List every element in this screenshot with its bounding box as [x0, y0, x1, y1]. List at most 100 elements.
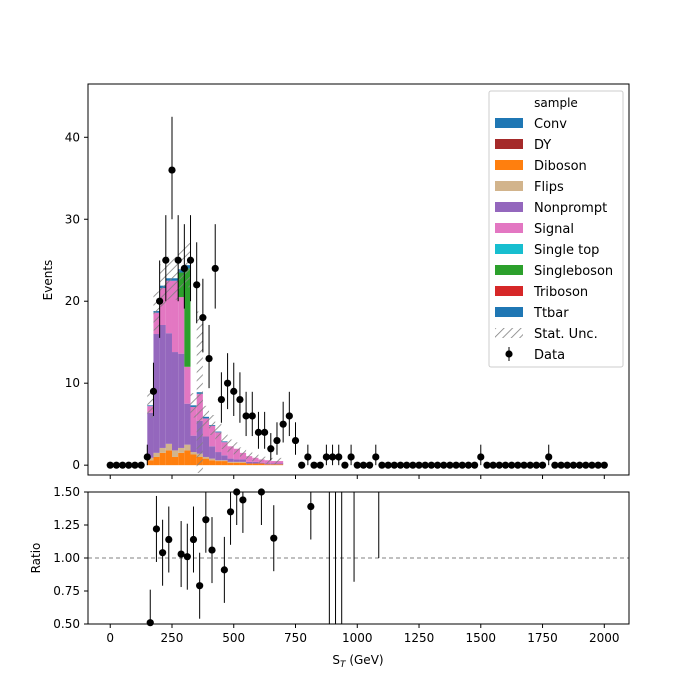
- x-tick-label: 1750: [527, 631, 558, 645]
- stat-unc-bin: [276, 457, 284, 465]
- data-point: [452, 461, 460, 469]
- stat-unc-bin: [147, 393, 154, 418]
- data-point: [291, 436, 300, 445]
- bar-signal: [171, 280, 179, 353]
- ratio-point: [270, 534, 278, 542]
- bar-nonprompt: [252, 461, 259, 464]
- legend-swatch: [495, 265, 523, 275]
- bar-nonprompt: [221, 455, 228, 461]
- data-point: [273, 436, 281, 445]
- stat-unc-bin: [252, 453, 259, 463]
- data-point: [489, 461, 497, 469]
- bar-diboson: [276, 464, 284, 466]
- bar-nonprompt: [190, 435, 197, 453]
- ratio-point: [165, 535, 173, 544]
- bar-nonprompt: [159, 324, 166, 448]
- data-point: [304, 453, 312, 461]
- legend-swatch: [495, 181, 523, 191]
- bar-diboson: [252, 463, 259, 466]
- stat-unc-bin: [184, 242, 191, 288]
- bar-diboson: [178, 452, 185, 466]
- ratio-y-tick-label: 0.75: [53, 584, 80, 598]
- data-point: [545, 453, 553, 461]
- x-tick-label: 0: [106, 631, 114, 645]
- data-point: [384, 461, 392, 469]
- legend-swatch-stat-unc: [495, 328, 523, 338]
- ratio-point: [146, 619, 154, 627]
- data-point: [131, 461, 139, 469]
- bar-nonprompt: [233, 459, 240, 462]
- data-point: [421, 461, 429, 469]
- data-point: [396, 461, 405, 469]
- data-point: [217, 395, 225, 404]
- data-point: [211, 264, 219, 273]
- data-point: [316, 461, 324, 469]
- bar-diboson: [221, 461, 228, 466]
- data-point: [248, 412, 256, 420]
- ratio-y-tick-label: 1.00: [53, 551, 80, 565]
- data-point: [557, 461, 565, 469]
- stat-unc-bin: [171, 256, 179, 300]
- data-point: [378, 461, 386, 469]
- data-point: [125, 461, 133, 469]
- data-point: [403, 461, 411, 469]
- bar-flips: [153, 452, 160, 457]
- data-point: [174, 256, 182, 264]
- data-point: [205, 355, 213, 363]
- bar-nonprompt: [178, 353, 185, 448]
- data-point: [575, 461, 584, 469]
- ratio-points: [146, 488, 380, 627]
- bar-flips: [178, 447, 185, 453]
- ratio-point: [152, 525, 161, 533]
- bar-nonprompt: [153, 334, 160, 453]
- bar-diboson: [246, 463, 253, 466]
- bar-diboson: [184, 450, 191, 466]
- data-point: [267, 445, 275, 453]
- legend-label: Ttbar: [533, 306, 569, 321]
- bar-flips: [190, 452, 197, 455]
- bar-flips: [233, 461, 240, 463]
- legend-swatch: [495, 223, 523, 233]
- ratio-y-tick-label: 0.50: [53, 617, 80, 631]
- ratio-point: [202, 516, 210, 524]
- main-y-axis-label: Events: [41, 260, 55, 301]
- stat-unc-bin: [190, 393, 197, 418]
- data-point: [335, 453, 343, 461]
- data-point: [285, 412, 293, 420]
- data-point: [415, 461, 423, 469]
- bar-nonprompt: [171, 352, 179, 451]
- bar-nonprompt: [264, 463, 271, 465]
- ratio-point: [239, 496, 247, 504]
- data-point: [236, 395, 244, 404]
- stat-unc-bin: [215, 422, 222, 441]
- stacked-histogram: [147, 265, 284, 466]
- data-point: [168, 166, 176, 174]
- data-point: [514, 461, 522, 469]
- bar-signal: [190, 406, 197, 436]
- ratio-y-axis-label: Ratio: [29, 543, 43, 574]
- x-tick-label: 500: [222, 631, 245, 645]
- bar-diboson: [159, 452, 166, 466]
- ratio-point: [220, 566, 228, 574]
- bar-signal: [165, 280, 172, 334]
- data-point: [310, 461, 318, 469]
- data-point: [501, 461, 510, 469]
- data-point: [440, 461, 448, 469]
- stat-unc-bin: [209, 415, 216, 435]
- data-point: [143, 453, 151, 461]
- bar-signal: [215, 432, 222, 453]
- x-tick-label: 750: [284, 631, 307, 645]
- data-point: [594, 461, 602, 469]
- main-y-ticks: 0 10 20 30 40: [65, 130, 88, 472]
- legend-label: Flips: [534, 180, 564, 195]
- legend-swatch: [495, 160, 523, 170]
- data-point: [526, 461, 534, 469]
- bar-diboson: [215, 461, 222, 466]
- stat-unc-bin: [239, 447, 247, 459]
- legend-label: Triboson: [533, 285, 588, 300]
- stat-unc-bin: [264, 456, 271, 464]
- bar-nonprompt: [239, 459, 247, 462]
- main-axes-frame: [87, 83, 630, 476]
- legend-label: Data: [534, 348, 565, 363]
- data-point: [464, 461, 473, 469]
